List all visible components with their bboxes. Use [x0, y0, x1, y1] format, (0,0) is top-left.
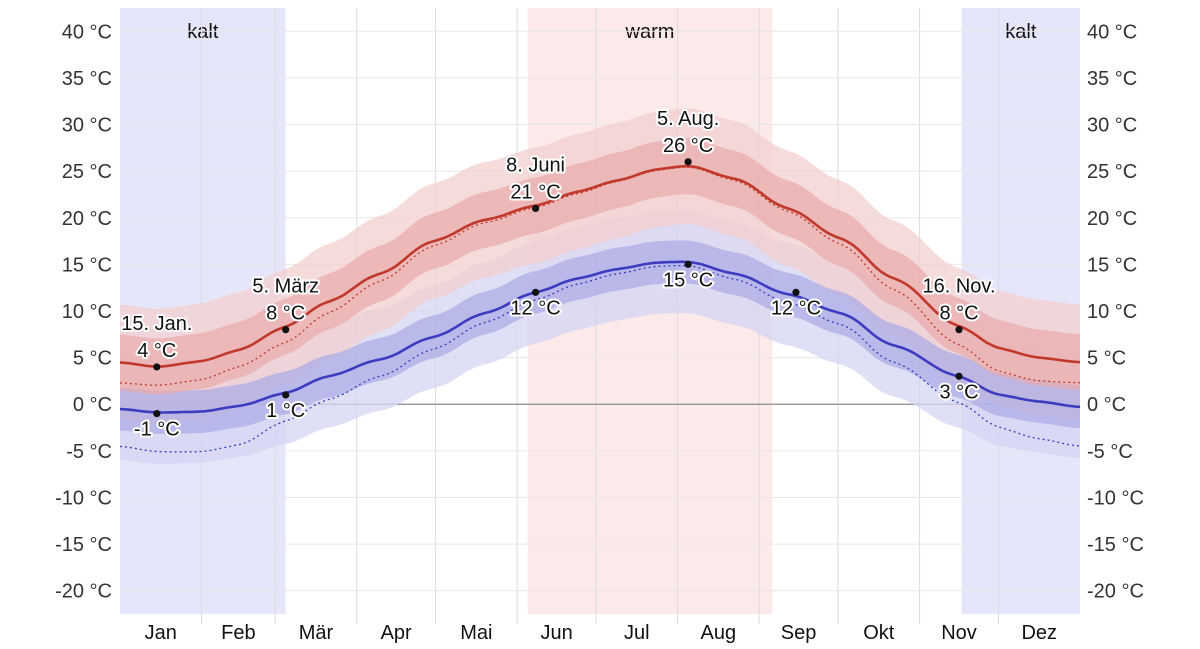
y-tick-label-right: 35 °C — [1087, 68, 1137, 90]
annotation-dot — [531, 288, 540, 296]
y-axis: 40 °C 40 °C 35 °C 35 °C 30 °C 30 °C 25 °C 25 °C… — [55, 21, 1144, 602]
month-label-Feb: Feb — [221, 622, 255, 644]
annotation-label: 5. März — [252, 276, 319, 298]
y-tick-label-left: 25 °C — [62, 161, 112, 183]
annotation-label: 21 °C — [510, 181, 560, 203]
month-label-Mai: Mai — [460, 622, 492, 644]
y-tick-label-left: -20 °C — [55, 581, 112, 603]
annotation-label: 8 °C — [939, 303, 978, 325]
y-tick-label-right: 20 °C — [1087, 208, 1137, 230]
y-tick-label-left: 40 °C — [62, 21, 112, 43]
month-label-Aug: Aug — [701, 622, 737, 644]
annotation-dot — [955, 372, 963, 380]
annotation-label: 5. Aug. — [657, 108, 719, 130]
y-tick-label-left: -5 °C — [66, 441, 112, 463]
annotation-label: 15 °C — [663, 269, 713, 291]
annotation-label: 15. Jan. — [121, 313, 192, 335]
month-label-Mär: Mär — [299, 622, 334, 644]
y-tick-label-left: 0 °C — [73, 394, 112, 416]
y-tick-label-left: 30 °C — [62, 115, 112, 137]
series-line-low — [119, 260, 1081, 414]
y-tick-label-right: 10 °C — [1087, 301, 1137, 323]
month-label-Apr: Apr — [381, 622, 412, 644]
annotation-dot — [153, 363, 161, 371]
y-tick-label-right: -20 °C — [1087, 581, 1144, 603]
month-label-Sep: Sep — [781, 622, 817, 644]
annotation-label: 4 °C — [137, 340, 176, 362]
month-label-Dez: Dez — [1021, 622, 1057, 644]
y-tick-label-left: -10 °C — [55, 487, 112, 509]
y-tick-label-right: 40 °C — [1087, 21, 1137, 43]
month-label-Nov: Nov — [941, 622, 977, 644]
month-label-Okt: Okt — [863, 622, 895, 644]
band-inner-high — [120, 138, 1080, 395]
percentile-bands — [120, 108, 1080, 464]
annotation-dot — [955, 326, 963, 334]
y-tick-label-right: 25 °C — [1087, 161, 1137, 183]
annotation-dot — [531, 204, 540, 213]
y-tick-label-right: -10 °C — [1087, 487, 1144, 509]
y-tick-label-left: -15 °C — [55, 534, 112, 556]
annotations: 15. Jan. 4 °C -1 °C 5. März 8 °C 1 °C 8. Juni 2… — [119, 106, 997, 443]
month-label-Jun: Jun — [540, 622, 572, 644]
annotation-label: 8 °C — [266, 303, 305, 325]
annotation-label: 1 °C — [266, 400, 305, 422]
y-tick-label-right: -15 °C — [1087, 534, 1144, 556]
season-label-0: kalt — [187, 21, 219, 43]
series-line-high — [119, 164, 1081, 368]
y-tick-label-left: 5 °C — [73, 348, 112, 370]
y-tick-label-left: 15 °C — [62, 254, 112, 276]
annotation-dot — [684, 158, 692, 166]
band-inner-low — [120, 240, 1080, 434]
y-tick-label-left: 10 °C — [62, 301, 112, 323]
y-tick-label-right: 15 °C — [1087, 254, 1137, 276]
y-tick-label-right: 5 °C — [1087, 348, 1126, 370]
y-tick-label-right: 0 °C — [1087, 394, 1126, 416]
season-label-1: warm — [625, 21, 675, 43]
annotation-label: 16. Nov. — [923, 276, 996, 298]
annotation-label: 12 °C — [771, 297, 821, 319]
annotation-label: 8. Juni — [506, 154, 565, 176]
annotation-dot — [282, 326, 290, 334]
annotation-dot — [282, 391, 290, 399]
y-tick-label-left: 35 °C — [62, 68, 112, 90]
x-axis-labels: Jan Feb Mär Apr Mai Jun Jul Aug Sep Okt Nov Dez — [145, 622, 1057, 644]
series-lines — [119, 164, 1081, 453]
season-label-2: kalt — [1005, 21, 1037, 43]
y-tick-label-right: -5 °C — [1087, 441, 1133, 463]
annotation-label: -1 °C — [134, 419, 180, 441]
annotation-label: 3 °C — [939, 381, 978, 403]
series-normal-line-low — [119, 264, 1081, 453]
month-label-Jul: Jul — [624, 622, 650, 644]
annotation-dot — [684, 260, 692, 268]
y-tick-label-right: 30 °C — [1087, 115, 1137, 137]
annotation-label: 26 °C — [663, 135, 713, 157]
annotation-dot — [153, 409, 161, 418]
band-outer-high — [120, 108, 1080, 425]
y-tick-label-left: 20 °C — [62, 208, 112, 230]
annotation-dot — [792, 288, 800, 296]
annotation-label: 12 °C — [510, 297, 560, 319]
month-label-Jan: Jan — [145, 622, 177, 644]
